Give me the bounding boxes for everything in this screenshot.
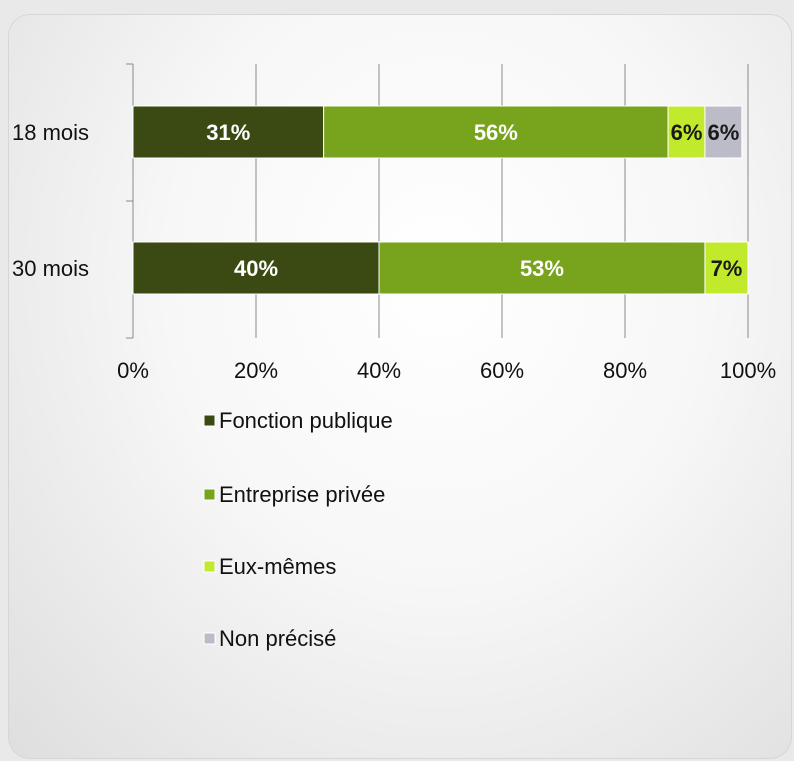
legend-swatch [203,488,216,501]
legend-swatch [203,414,216,427]
data-label: 7% [711,256,743,281]
data-label: 56% [474,120,518,145]
legend: Fonction publique Entreprise privée Eux-mê… [203,408,393,651]
data-label: 31% [206,120,250,145]
x-tick-labels: 0% 20% 40% 60% 80% 100% [117,358,776,383]
bars: 31% 56% 6% 6% 40% 53% 7% [132,105,749,295]
legend-label: Fonction publique [219,408,393,433]
category-labels: 18 mois 30 mois [12,120,89,281]
legend-label: Eux-mêmes [219,554,336,579]
x-tick-label: 100% [720,358,776,383]
bar-segment [132,241,380,295]
x-tick-label: 0% [117,358,149,383]
category-label: 30 mois [12,256,89,281]
legend-label: Entreprise privée [219,482,385,507]
x-tick-label: 60% [480,358,524,383]
legend-swatch [203,560,216,573]
gridlines [132,64,749,338]
y-axis [126,63,134,339]
data-label: 53% [520,256,564,281]
legend-swatch [203,632,216,645]
x-tick-label: 20% [234,358,278,383]
bar-segment [704,241,749,295]
bar-segment [667,105,706,159]
data-label: 40% [234,256,278,281]
bar-segment [704,105,743,159]
bar-segment [132,105,325,159]
legend-label: Non précisé [219,626,336,651]
x-tick-label: 80% [603,358,647,383]
data-label: 6% [708,120,740,145]
bar-segment [323,105,669,159]
category-label: 18 mois [12,120,89,145]
bar-segment [378,241,706,295]
data-label: 6% [671,120,703,145]
x-tick-label: 40% [357,358,401,383]
